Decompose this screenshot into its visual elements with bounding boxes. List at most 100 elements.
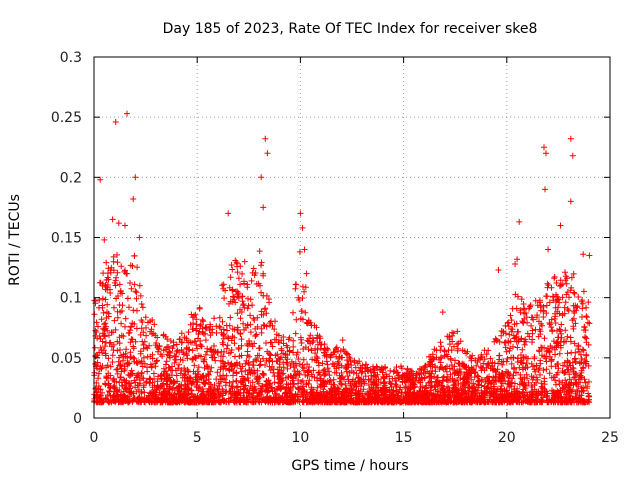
data-point	[99, 363, 106, 369]
data-point	[341, 399, 348, 406]
data-point	[180, 349, 186, 356]
data-point	[293, 281, 300, 288]
data-point	[151, 321, 158, 328]
data-point	[371, 395, 378, 402]
data-point-peak	[264, 150, 271, 157]
data-point	[297, 334, 304, 341]
data-point	[138, 301, 145, 307]
data-point	[154, 382, 161, 389]
data-point	[362, 365, 369, 372]
data-point	[182, 381, 189, 388]
data-point-peak	[303, 270, 310, 277]
data-point	[421, 398, 427, 405]
data-point	[234, 383, 241, 390]
data-point	[120, 353, 127, 360]
data-point	[570, 315, 577, 322]
data-point	[196, 376, 202, 383]
data-point	[481, 383, 488, 390]
data-point	[554, 388, 561, 395]
data-point	[226, 399, 233, 406]
data-point	[480, 360, 487, 367]
data-point	[166, 385, 173, 392]
data-point	[326, 372, 333, 379]
data-point	[541, 335, 548, 342]
data-point	[567, 338, 574, 345]
data-point-peak	[297, 210, 304, 217]
data-point	[130, 397, 136, 404]
data-point	[457, 338, 464, 345]
data-point	[110, 375, 117, 382]
data-point	[221, 295, 228, 302]
data-point	[543, 302, 550, 309]
data-point	[137, 348, 144, 355]
data-point	[134, 360, 141, 367]
data-point	[571, 290, 578, 297]
data-point	[233, 288, 239, 295]
data-point	[198, 343, 205, 350]
data-point	[133, 289, 140, 296]
data-point	[282, 390, 289, 397]
data-point	[141, 389, 148, 396]
data-point	[501, 386, 508, 393]
data-point	[125, 360, 132, 367]
data-point	[198, 397, 205, 404]
data-point	[581, 324, 588, 331]
data-point	[304, 368, 311, 375]
data-point	[333, 353, 340, 360]
data-point	[220, 331, 227, 337]
data-point	[509, 326, 516, 333]
data-point	[379, 369, 386, 376]
data-point	[238, 368, 245, 375]
data-point	[496, 392, 503, 399]
data-point-peak	[301, 246, 308, 253]
data-point	[496, 338, 503, 345]
data-point	[117, 346, 123, 353]
data-point	[459, 362, 466, 369]
data-point	[253, 375, 260, 382]
data-point	[247, 321, 254, 328]
data-point	[409, 368, 416, 375]
data-point	[520, 320, 527, 326]
data-point	[109, 359, 116, 366]
data-point	[448, 347, 455, 354]
data-point	[170, 394, 177, 401]
data-point	[554, 295, 561, 302]
data-point	[507, 392, 513, 398]
data-point	[227, 361, 234, 368]
data-point	[286, 347, 293, 354]
data-point	[226, 300, 232, 307]
y-axis-label: ROTI / TECUs	[7, 194, 23, 286]
data-point	[185, 329, 192, 336]
data-point	[95, 370, 102, 377]
data-point	[154, 398, 161, 405]
data-point	[164, 351, 171, 358]
data-point-peak	[542, 186, 548, 193]
data-point	[231, 340, 238, 347]
data-point	[410, 399, 417, 406]
data-point	[269, 388, 276, 395]
data-point	[360, 398, 367, 405]
data-point	[528, 382, 535, 389]
data-point	[242, 399, 249, 406]
data-point	[391, 368, 398, 374]
data-point	[474, 359, 481, 365]
data-point	[330, 349, 337, 356]
data-point	[225, 366, 232, 373]
data-point	[499, 370, 506, 377]
data-point	[483, 389, 490, 396]
data-point	[98, 365, 105, 372]
data-point	[528, 373, 535, 380]
data-point	[535, 333, 542, 340]
data-point	[285, 399, 292, 406]
data-point	[281, 394, 288, 401]
data-point	[586, 320, 593, 327]
data-point	[128, 380, 135, 387]
data-point	[430, 394, 437, 400]
data-point	[284, 344, 291, 351]
data-point	[578, 355, 585, 362]
data-point	[161, 393, 168, 400]
data-point	[437, 347, 444, 354]
data-point	[207, 381, 214, 388]
data-point	[488, 362, 495, 369]
data-point	[221, 398, 228, 405]
